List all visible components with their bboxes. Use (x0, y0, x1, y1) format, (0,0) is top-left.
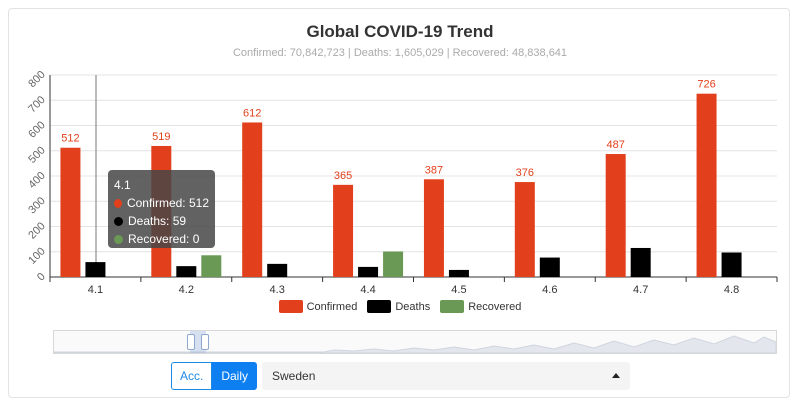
tooltip-confirmed-text: Confirmed: 512 (126, 196, 209, 210)
tooltip-row-confirmed: Confirmed: 512 (114, 194, 209, 212)
x-tick-label: 4.2 (179, 284, 194, 296)
chart-subtitle: Confirmed: 70,842,723 | Deaths: 1,605,02… (232, 47, 568, 59)
data-label: 487 (607, 139, 625, 151)
y-tick-label: 300 (26, 195, 47, 216)
bar-deaths (176, 266, 197, 277)
daily-button[interactable]: Daily (212, 362, 258, 390)
legend-item-deaths[interactable]: Deaths (367, 300, 430, 313)
bar-confirmed (423, 179, 444, 277)
legend-label-recovered: Recovered (468, 300, 522, 313)
accumulated-button[interactable]: Acc. (171, 362, 213, 390)
bar-confirmed (696, 93, 717, 277)
data-label: 726 (697, 79, 715, 91)
bar-deaths (539, 257, 560, 277)
x-tick-label: 4.7 (633, 284, 648, 296)
zoom-left-handle[interactable] (187, 334, 195, 350)
y-tick-label: 200 (26, 220, 47, 241)
y-tick-label: 800 (26, 69, 47, 90)
deaths-dot-icon (114, 216, 123, 226)
country-select-value: Sweden (272, 369, 316, 383)
y-tick-label: 400 (26, 170, 47, 191)
confirmed-dot-icon (114, 198, 122, 208)
bar-confirmed (605, 154, 626, 277)
x-tick-label: 4.4 (360, 284, 375, 296)
data-label: 365 (334, 170, 352, 182)
data-zoom-slider[interactable] (53, 330, 777, 354)
chart-title: Global COVID-19 Trend (306, 22, 494, 41)
data-label: 512 (61, 133, 79, 145)
legend-label-deaths: Deaths (395, 300, 431, 313)
bar-deaths (358, 266, 379, 277)
x-tick-label: 4.1 (88, 284, 103, 296)
y-tick-label: 100 (26, 245, 47, 266)
bar-deaths (448, 269, 469, 277)
bar-confirmed (333, 184, 354, 277)
bar-deaths (267, 263, 288, 277)
mode-toggle: Acc. Daily (171, 362, 258, 390)
data-label: 519 (152, 131, 170, 143)
y-tick-label: 700 (26, 94, 47, 115)
x-tick-label: 4.3 (270, 284, 285, 296)
recovered-dot-icon (114, 234, 123, 244)
y-tick-label: 0 (35, 271, 48, 284)
tooltip-recovered-text: Recovered: 0 (128, 232, 200, 246)
legend-label-confirmed: Confirmed (306, 300, 358, 313)
data-label: 376 (516, 167, 534, 179)
bar-confirmed (60, 147, 81, 277)
tooltip-row-deaths: Deaths: 59 (114, 212, 209, 230)
data-label: 387 (425, 164, 443, 176)
data-label: 612 (243, 107, 261, 119)
bar-recovered (201, 255, 222, 277)
legend-swatch-confirmed (278, 300, 303, 313)
x-tick-label: 4.5 (451, 284, 466, 296)
bar-deaths (85, 262, 106, 277)
bar-deaths (630, 247, 651, 277)
y-tick-label: 500 (26, 144, 47, 165)
bar-confirmed (242, 122, 263, 277)
y-tick-label: 600 (26, 119, 47, 140)
zoom-right-handle[interactable] (201, 334, 209, 350)
legend-swatch-deaths (367, 300, 392, 313)
legend-item-confirmed[interactable]: Confirmed (278, 300, 358, 313)
tooltip-row-recovered: Recovered: 0 (114, 230, 209, 248)
legend-swatch-recovered (440, 300, 465, 313)
legend-item-recovered[interactable]: Recovered (440, 300, 521, 313)
chart-legend: Confirmed Deaths Recovered (0, 300, 800, 313)
x-tick-label: 4.6 (542, 284, 557, 296)
bar-confirmed (514, 182, 535, 277)
bar-recovered (383, 251, 404, 277)
tooltip-deaths-text: Deaths: 59 (128, 214, 187, 228)
bar-deaths (721, 252, 742, 277)
tooltip-title: 4.1 (114, 178, 131, 192)
hover-tooltip: 4.1 Confirmed: 512 Deaths: 59 Recovered:… (108, 170, 215, 248)
zoom-sparkline (54, 335, 776, 353)
caret-up-icon (612, 373, 620, 378)
x-tick-label: 4.8 (724, 284, 739, 296)
country-select[interactable]: Sweden (262, 362, 630, 390)
